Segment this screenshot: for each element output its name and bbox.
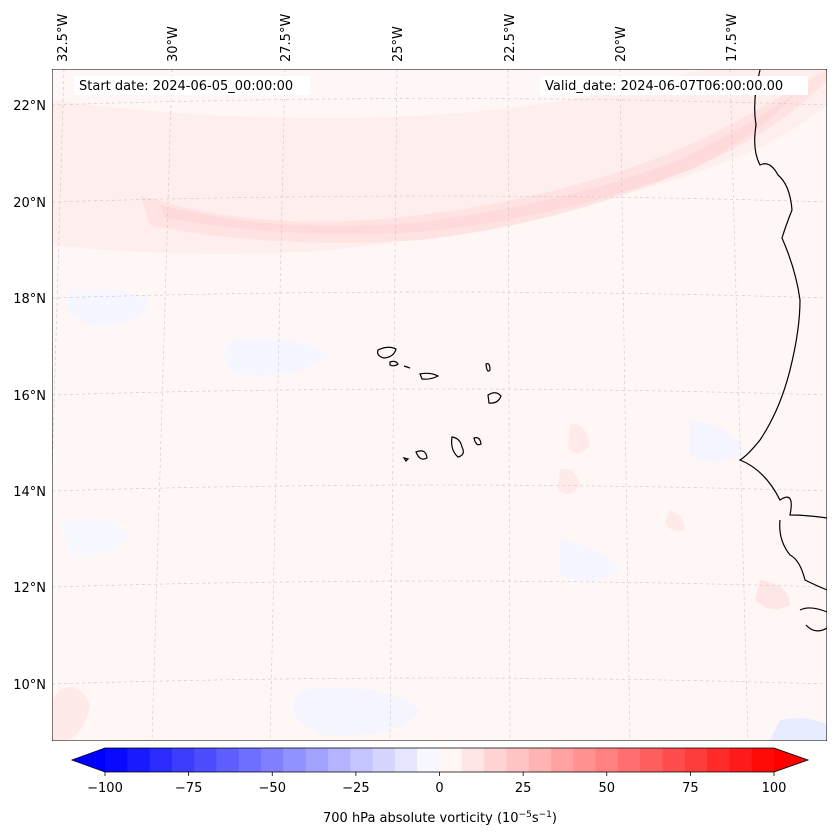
lat-label: 16°N: [13, 389, 46, 404]
island-santo-antao: [377, 346, 397, 359]
island-fogo: [415, 450, 428, 460]
colorbar-cell: [662, 748, 686, 772]
colorbar-extend-max: [774, 748, 808, 772]
colorbar: −100 −75 −50 −25 0 25 50 75 100 700 hPa absolute…: [70, 747, 810, 826]
colorbar-cells: [105, 748, 775, 772]
colorbar-cell: [573, 748, 597, 772]
island-sao-nicolau: [419, 372, 440, 380]
colorbar-cell: [238, 748, 262, 772]
colorbar-cell: [417, 748, 441, 772]
lon-label: 30°W: [166, 26, 181, 62]
colorbar-cell: [684, 748, 708, 772]
latitude-labels: 22°N 20°N 18°N 16°N 14°N 12°N 10°N: [13, 99, 46, 693]
colorbar-cell: [394, 748, 418, 772]
colorbar-cell: [506, 748, 530, 772]
colorbar-tick-label: −50: [259, 781, 286, 796]
colorbar-tick-label: −100: [87, 781, 123, 796]
negative-anomaly-patch: [690, 420, 745, 462]
colorbar-cell: [461, 748, 485, 772]
island-santa-luzia: [403, 365, 411, 369]
colorbar-cell: [350, 748, 374, 772]
start-date-box: [74, 76, 310, 95]
island-maio: [473, 437, 482, 446]
lat-label: 18°N: [13, 292, 46, 307]
positive-vorticity-band-outer: [52, 69, 827, 254]
colorbar-cell: [149, 748, 173, 772]
colorbar-cell: [707, 748, 730, 772]
lat-label: 12°N: [13, 581, 46, 596]
colorbar-cell: [751, 748, 775, 772]
island-boa-vista: [487, 392, 502, 404]
negative-anomaly-patch: [770, 718, 827, 741]
colorbar-tick-label: 50: [598, 781, 615, 796]
colorbar-tick-label: 0: [435, 781, 443, 796]
longitude-labels: 32.5°W 30°W 27.5°W 25°W 22.5°W 20°W 17.5…: [56, 14, 740, 62]
colorbar-cell: [194, 748, 218, 772]
positive-anomaly-patch: [665, 510, 685, 532]
colorbar-cell: [551, 748, 574, 772]
valid-date-box: [540, 76, 808, 95]
colorbar-cell: [105, 748, 128, 772]
colorbar-cell: [171, 748, 195, 772]
negative-anomaly-patch: [67, 288, 150, 326]
colorbar-cell: [328, 748, 351, 772]
colorbar-cell: [640, 748, 664, 772]
colorbar-cell: [261, 748, 284, 772]
lon-label: 20°W: [614, 26, 629, 62]
lon-label: 25°W: [391, 26, 406, 62]
lon-label: 17.5°W: [725, 14, 740, 62]
colorbar-cell: [283, 748, 307, 772]
colorbar-cell: [127, 748, 151, 772]
colorbar-tick-label: 75: [682, 781, 699, 796]
colorbar-tick-label: −25: [342, 781, 369, 796]
colorbar-cell: [439, 748, 463, 772]
lon-label: 32.5°W: [56, 14, 71, 62]
lat-label: 10°N: [13, 678, 46, 693]
island-brava: [402, 457, 410, 462]
colorbar-cell: [484, 748, 507, 772]
colorbar-ticks: −100 −75 −50 −25 0 25 50 75 100: [87, 772, 786, 796]
lon-label: 27.5°W: [279, 14, 294, 62]
start-date-label: Start date: 2024-06-05_00:00:00: [79, 79, 293, 94]
lon-label: 22.5°W: [503, 14, 518, 62]
negative-anomaly-patch: [560, 540, 620, 582]
negative-anomaly-patch: [224, 339, 330, 376]
positive-anomaly-patch: [755, 580, 790, 609]
colorbar-cell: [305, 748, 329, 772]
colorbar-tick-label: −75: [175, 781, 202, 796]
valid-date-label: Valid_date: 2024-06-07T06:00:00.00: [545, 79, 783, 94]
positive-anomaly-patch: [568, 424, 590, 454]
island-santiago: [451, 436, 464, 458]
positive-anomaly-patch: [52, 687, 90, 741]
lat-label: 20°N: [13, 196, 46, 211]
island-sao-vicente: [389, 360, 399, 367]
island-sal: [485, 363, 491, 372]
colorbar-cell: [617, 748, 641, 772]
colorbar-cell: [216, 748, 240, 772]
colorbar-cell: [528, 748, 552, 772]
negative-anomaly-patch: [293, 687, 420, 736]
positive-vorticity-band-peak: [160, 90, 800, 235]
colorbar-tick-label: 25: [515, 781, 532, 796]
graticule: [52, 69, 827, 741]
colorbar-cell: [729, 748, 753, 772]
positive-anomaly-patch: [558, 469, 580, 494]
lat-label: 22°N: [13, 99, 46, 114]
lat-label: 14°N: [13, 485, 46, 500]
colorbar-cell: [595, 748, 619, 772]
cape-verde-islands: [377, 346, 502, 462]
colorbar-label: 700 hPa absolute vorticity (10−5s−1): [323, 810, 557, 826]
colorbar-cell: [372, 748, 396, 772]
negative-anomaly-patch: [60, 519, 130, 556]
colorbar-extend-min: [72, 748, 105, 772]
colorbar-tick-label: 100: [762, 781, 787, 796]
map-field: [52, 69, 827, 741]
coastline: [738, 69, 827, 632]
